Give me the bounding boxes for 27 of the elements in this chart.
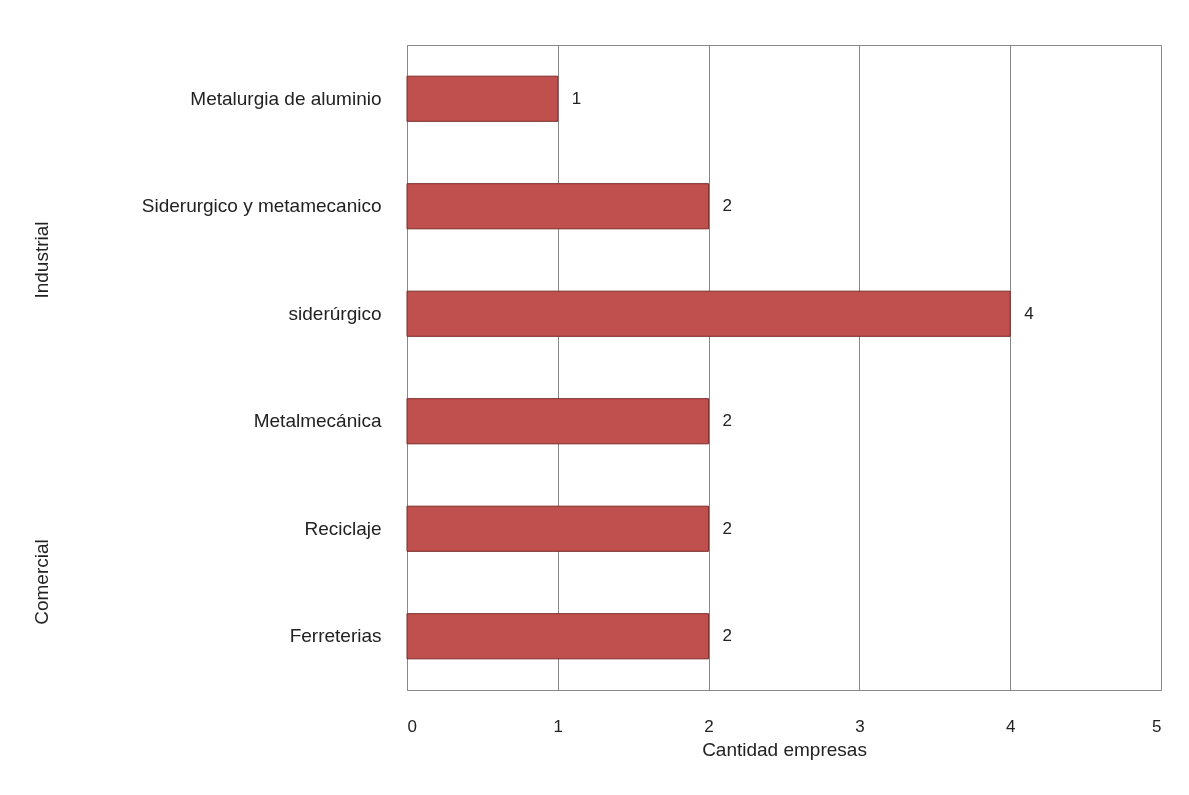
- data-label: 4: [1024, 303, 1034, 323]
- data-label: 2: [722, 626, 733, 646]
- data-label: 2: [722, 411, 733, 431]
- y-tick-label: Reciclaje: [304, 517, 382, 539]
- bar: [406, 613, 710, 660]
- data-label: 1: [571, 88, 582, 108]
- data-label: 2: [722, 196, 733, 216]
- x-tick-label: 4: [1005, 716, 1016, 736]
- bar: [406, 75, 559, 122]
- x-tick-label: 5: [1152, 716, 1162, 736]
- text: Comercial: [31, 539, 53, 625]
- x-axis-title: Cantidad empresas: [702, 738, 867, 760]
- y-tick-label: siderúrgico: [288, 302, 382, 324]
- x-tick-label: 2: [704, 716, 714, 736]
- y-tick-label: Siderurgico y metamecanico: [141, 195, 382, 217]
- x-tick-label: 1: [553, 716, 564, 736]
- bar: [406, 398, 710, 445]
- bar: [406, 505, 710, 552]
- y-tick-label: Metalurgia de aluminio: [190, 87, 382, 109]
- x-tick-label: 3: [855, 716, 865, 736]
- y-tick-label: Metalmecánica: [253, 410, 382, 432]
- x-tick-label: 0: [407, 716, 417, 736]
- data-label: 2: [722, 518, 733, 538]
- y-tick-label: Ferreterias: [289, 625, 382, 647]
- bar: [406, 183, 710, 230]
- bar: [406, 290, 1011, 337]
- text: Industrial: [31, 221, 53, 299]
